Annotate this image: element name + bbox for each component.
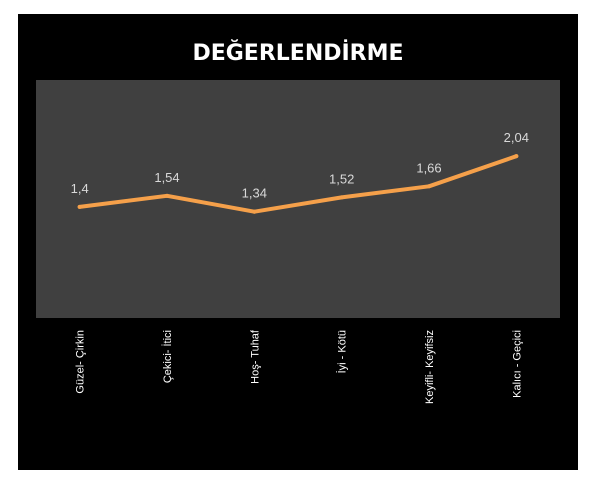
chart-frame: DEĞERLENDİRME 1,4 1,54 1,34 1,52 1,66 2,04 Gü… bbox=[18, 14, 578, 470]
category-axis: Güzel- Çirkin Çekici- İtici Hoş- Tuhaf İyi … bbox=[75, 329, 524, 404]
series-line bbox=[77, 154, 519, 214]
data-point bbox=[427, 184, 431, 189]
data-point bbox=[77, 204, 82, 209]
data-label: 1,54 bbox=[154, 170, 179, 185]
data-point bbox=[165, 193, 169, 198]
chart-svg: DEĞERLENDİRME 1,4 1,54 1,34 1,52 1,66 2,04 Gü… bbox=[36, 40, 560, 404]
category-label: Kalıcı - Geçici bbox=[511, 330, 523, 398]
chart-title: DEĞERLENDİRME bbox=[192, 40, 403, 66]
category-label: İyi - Kötü bbox=[336, 330, 349, 373]
data-label: 1,34 bbox=[242, 186, 267, 201]
data-point bbox=[514, 154, 519, 159]
series-layer: 1,4 1,54 1,34 1,52 1,66 2,04 bbox=[71, 130, 529, 214]
data-label: 1,4 bbox=[71, 181, 89, 196]
category-label: Hoş- Tuhaf bbox=[249, 329, 261, 384]
plot-area bbox=[36, 80, 560, 318]
data-label: 1,66 bbox=[416, 160, 441, 175]
data-point bbox=[339, 195, 344, 200]
category-label: Çekici- İtici bbox=[161, 330, 174, 383]
data-point bbox=[252, 209, 257, 214]
data-label: 1,52 bbox=[329, 171, 354, 186]
data-label: 2,04 bbox=[504, 130, 529, 145]
category-label: Güzel- Çirkin bbox=[75, 330, 87, 394]
category-label: Keyifli- Keyifsiz bbox=[424, 330, 436, 404]
